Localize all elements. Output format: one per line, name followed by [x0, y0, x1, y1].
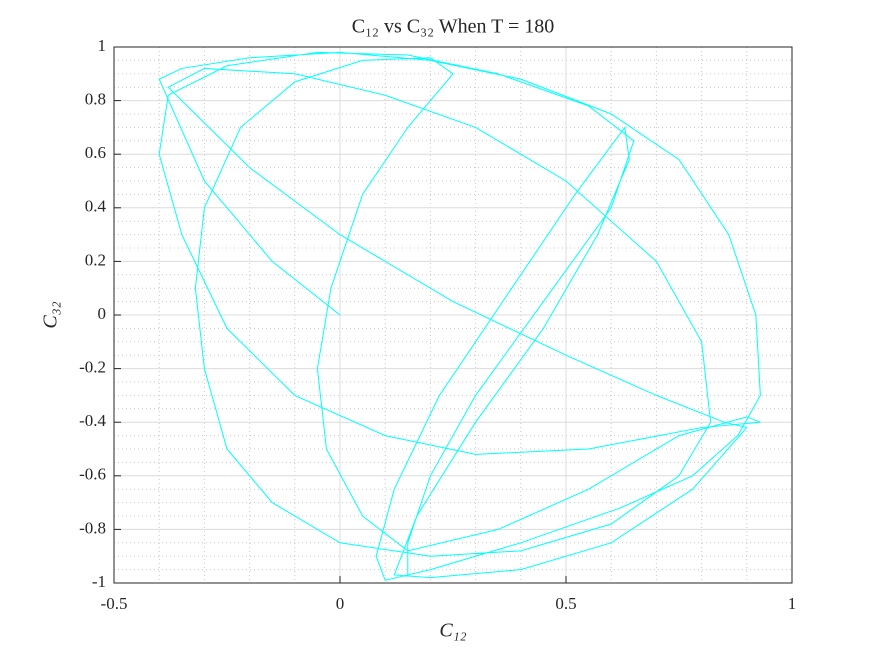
x-tick-label: 0.5	[555, 594, 576, 613]
data-line	[158, 51, 761, 581]
y-tick-label: -0.4	[79, 411, 106, 430]
y-tick-label: -1	[92, 572, 106, 591]
y-tick-label: 0.4	[85, 197, 107, 216]
chart-title: C₁₂ vs C₃₂ When T = 180	[352, 16, 555, 38]
y-axis-label: C₃₂	[40, 301, 62, 328]
y-tick-label: 0.8	[85, 90, 106, 109]
plot-frame	[113, 46, 793, 584]
x-tick-label: -0.5	[101, 594, 128, 613]
y-tick-label: -0.6	[79, 465, 106, 484]
x-tick-label: 1	[788, 594, 797, 613]
y-tick-label: 0.6	[85, 143, 106, 162]
y-tick-label: -0.8	[79, 518, 106, 537]
y-tick-label: 1	[98, 36, 107, 55]
y-tick-label: 0	[98, 304, 107, 323]
y-tick-label: 0.2	[85, 250, 106, 269]
y-tick-label: -0.2	[79, 358, 106, 377]
x-axis-label: C₁₂	[439, 620, 466, 642]
x-tick-label: 0	[336, 594, 345, 613]
